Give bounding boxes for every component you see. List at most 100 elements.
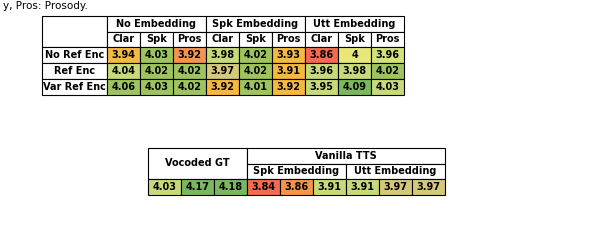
Bar xyxy=(305,79,338,95)
Text: 4.02: 4.02 xyxy=(145,66,168,76)
Text: 4.09: 4.09 xyxy=(342,82,367,92)
Bar xyxy=(173,79,206,95)
Bar xyxy=(42,16,107,47)
Bar xyxy=(140,32,173,47)
Text: 3.92: 3.92 xyxy=(277,82,300,92)
Bar xyxy=(140,79,173,95)
Text: 4.03: 4.03 xyxy=(376,82,399,92)
Text: 3.96: 3.96 xyxy=(309,66,334,76)
Bar xyxy=(107,32,140,47)
Text: Pros: Pros xyxy=(178,34,202,44)
Text: 4.02: 4.02 xyxy=(243,50,268,60)
Bar xyxy=(272,63,305,79)
Text: 4.02: 4.02 xyxy=(376,66,399,76)
Text: Utt Embedding: Utt Embedding xyxy=(354,167,437,176)
Bar xyxy=(206,16,305,32)
Text: 3.91: 3.91 xyxy=(317,182,342,192)
Text: 3.97: 3.97 xyxy=(384,182,407,192)
Bar xyxy=(280,179,313,195)
Bar xyxy=(239,47,272,63)
Bar xyxy=(371,47,404,63)
Text: 4.02: 4.02 xyxy=(243,66,268,76)
Bar xyxy=(239,63,272,79)
Bar xyxy=(272,32,305,47)
Bar xyxy=(305,47,338,63)
Bar xyxy=(206,79,239,95)
Bar xyxy=(346,164,445,179)
Text: 3.92: 3.92 xyxy=(210,82,235,92)
Bar xyxy=(140,63,173,79)
Bar xyxy=(42,63,107,79)
Bar xyxy=(272,79,305,95)
Text: No Embedding: No Embedding xyxy=(117,19,196,29)
Bar xyxy=(305,63,338,79)
Bar xyxy=(173,47,206,63)
Text: 4.01: 4.01 xyxy=(243,82,268,92)
Text: 4.17: 4.17 xyxy=(185,182,210,192)
Bar xyxy=(338,47,371,63)
Bar xyxy=(181,179,214,195)
Text: Spk: Spk xyxy=(245,34,266,44)
Text: 4.02: 4.02 xyxy=(178,66,201,76)
Text: Vanilla TTS: Vanilla TTS xyxy=(315,151,377,161)
Bar xyxy=(42,79,107,95)
Bar xyxy=(214,179,247,195)
Bar xyxy=(239,32,272,47)
Bar xyxy=(371,63,404,79)
Bar xyxy=(371,79,404,95)
Bar xyxy=(107,63,140,79)
Text: Utt Embedding: Utt Embedding xyxy=(313,19,396,29)
Text: Pros: Pros xyxy=(276,34,301,44)
Text: 3.98: 3.98 xyxy=(210,50,235,60)
Text: 4.06: 4.06 xyxy=(111,82,136,92)
Text: 3.95: 3.95 xyxy=(309,82,334,92)
Bar xyxy=(107,16,206,32)
Text: 4.02: 4.02 xyxy=(178,82,201,92)
Bar xyxy=(338,63,371,79)
Text: Vocoded GT: Vocoded GT xyxy=(165,158,230,168)
Text: Spk: Spk xyxy=(344,34,365,44)
Text: Clar: Clar xyxy=(212,34,233,44)
Bar xyxy=(247,148,445,164)
Text: 4.03: 4.03 xyxy=(145,50,168,60)
Bar xyxy=(140,47,173,63)
Bar xyxy=(107,47,140,63)
Text: 3.97: 3.97 xyxy=(416,182,441,192)
Text: 3.91: 3.91 xyxy=(350,182,375,192)
Text: 3.91: 3.91 xyxy=(277,66,300,76)
Text: 3.84: 3.84 xyxy=(252,182,275,192)
Text: y, Pros: Prosody.: y, Pros: Prosody. xyxy=(3,1,88,11)
Text: Clar: Clar xyxy=(311,34,333,44)
Bar xyxy=(42,47,107,63)
Bar xyxy=(173,32,206,47)
Text: 4.03: 4.03 xyxy=(153,182,176,192)
Bar xyxy=(173,63,206,79)
Text: No Ref Enc: No Ref Enc xyxy=(45,50,104,60)
Bar xyxy=(346,179,379,195)
Bar xyxy=(247,164,346,179)
Bar xyxy=(379,179,412,195)
Text: 3.97: 3.97 xyxy=(210,66,235,76)
Bar xyxy=(272,47,305,63)
Bar xyxy=(206,32,239,47)
Text: Clar: Clar xyxy=(112,34,134,44)
Bar xyxy=(206,63,239,79)
Text: Spk: Spk xyxy=(146,34,167,44)
Text: 4.18: 4.18 xyxy=(218,182,243,192)
Bar xyxy=(338,32,371,47)
Text: Spk Embedding: Spk Embedding xyxy=(212,19,299,29)
Text: Var Ref Enc: Var Ref Enc xyxy=(43,82,106,92)
Bar xyxy=(148,148,247,179)
Text: 3.94: 3.94 xyxy=(111,50,136,60)
Text: 4.04: 4.04 xyxy=(111,66,136,76)
Bar xyxy=(148,179,181,195)
Text: 3.86: 3.86 xyxy=(309,50,334,60)
Bar xyxy=(313,179,346,195)
Text: Ref Enc: Ref Enc xyxy=(54,66,95,76)
Bar xyxy=(371,32,404,47)
Bar xyxy=(107,79,140,95)
Text: 3.93: 3.93 xyxy=(277,50,300,60)
Text: 3.96: 3.96 xyxy=(376,50,399,60)
Bar xyxy=(305,16,404,32)
Text: 3.98: 3.98 xyxy=(342,66,367,76)
